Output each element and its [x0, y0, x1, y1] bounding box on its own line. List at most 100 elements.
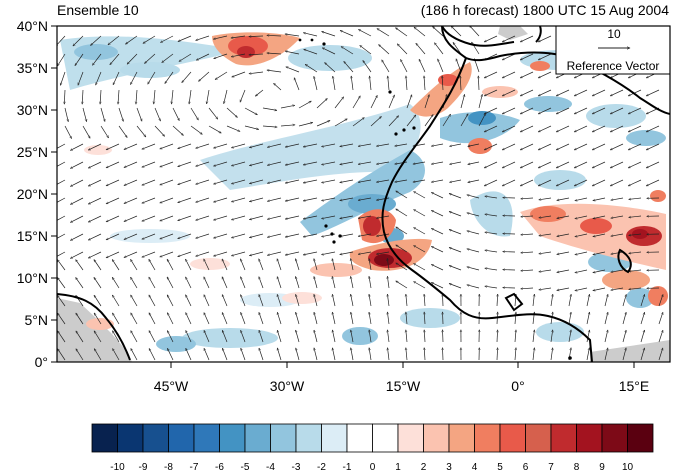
wind-vector: [484, 89, 498, 97]
wind-vector: [124, 215, 138, 222]
colorbar-box: [423, 423, 450, 453]
lat-label-35n: 35°N: [17, 60, 48, 76]
colorbar-label: 8: [574, 462, 580, 471]
wind-vector: [57, 260, 66, 271]
wind-vector: [82, 89, 83, 104]
wind-vector: [502, 143, 516, 151]
wind-vector: [226, 107, 238, 118]
wind-vector: [207, 89, 210, 104]
wind-vector: [497, 348, 498, 361]
wind-vector: [286, 66, 300, 73]
wind-vector: [303, 251, 318, 255]
wind-vector: [358, 179, 372, 182]
wind-vector: [164, 71, 174, 84]
wind-vector: [267, 143, 282, 147]
colorbar-label: 9: [599, 462, 605, 471]
wind-vector: [95, 71, 102, 85]
wind-vector: [424, 312, 425, 325]
lat-label-0: 0°: [35, 354, 48, 370]
wind-vector: [485, 196, 498, 199]
wind-vector: [112, 295, 120, 307]
wind-vector: [557, 269, 570, 272]
wind-vector: [316, 120, 330, 127]
wind-vector: [166, 259, 174, 271]
wind-vector: [575, 251, 588, 255]
wind-vector: [376, 197, 390, 200]
wind-vector: [574, 107, 588, 115]
wind-vector: [185, 259, 192, 271]
wind-vector: [628, 161, 642, 169]
wind-vector: [321, 197, 336, 201]
wind-vector: [203, 295, 210, 307]
colorbar-label: 0: [370, 462, 376, 471]
wind-vector: [296, 294, 300, 307]
wind-vector: [277, 312, 282, 325]
wind-vector: [362, 60, 372, 73]
wind-vector: [296, 330, 300, 343]
wind-vector: [231, 197, 246, 202]
wind-vector: [658, 330, 663, 343]
colorbar-label: -7: [190, 462, 199, 471]
wind-vector: [424, 114, 434, 127]
wind-vector: [593, 233, 606, 237]
wind-vector: [622, 348, 626, 361]
wind-vector: [449, 266, 462, 271]
wind-vector: [244, 107, 258, 116]
wind-vector: [521, 216, 534, 217]
lon-label-15w: 15°W: [386, 378, 421, 394]
wind-vector: [351, 330, 354, 343]
wind-vector: [388, 116, 399, 127]
wind-vector: [358, 161, 372, 164]
colorbar-box: [601, 423, 628, 453]
wind-vector: [148, 259, 156, 271]
wind-vector: [358, 143, 372, 146]
coastlines: [57, 26, 670, 362]
wind-vector: [379, 45, 390, 55]
lat-label-30n: 30°N: [17, 102, 48, 118]
wind-vector: [231, 53, 246, 57]
wind-vector: [93, 260, 102, 271]
wind-vector: [108, 35, 120, 45]
wind-vector: [196, 251, 210, 256]
wind-vector: [539, 287, 552, 290]
wind-vector: [629, 287, 642, 289]
wind-vector: [556, 107, 570, 115]
wind-vector: [468, 179, 480, 182]
wind-vector: [574, 143, 588, 151]
wind-vector: [244, 125, 259, 129]
wind-vector: [106, 143, 120, 151]
wind-vector: [259, 312, 264, 325]
wind-vector: [396, 190, 408, 199]
wind-vector: [586, 330, 590, 343]
wind-vector: [485, 250, 498, 253]
wind-vector: [478, 113, 486, 127]
wind-vector: [259, 259, 264, 271]
wind-vector: [484, 161, 498, 169]
wind-vector: [118, 125, 128, 138]
wind-vector: [387, 330, 390, 343]
wind-vector: [162, 53, 174, 63]
wind-vector: [110, 53, 120, 65]
wind-vector: [628, 179, 642, 187]
wind-vector: [314, 259, 318, 271]
wind-vector: [249, 233, 264, 238]
wind-vector: [303, 179, 318, 183]
colorbar-box: [142, 423, 169, 453]
wind-vector: [130, 295, 138, 307]
wind-vector: [557, 251, 570, 254]
wind-vector: [221, 312, 228, 325]
wind-vector: [178, 215, 192, 221]
wind-vector: [267, 215, 282, 219]
wind-vector: [377, 28, 390, 37]
wind-vector: [406, 95, 412, 109]
wind-vector: [325, 63, 336, 73]
wind-vector: [64, 107, 68, 122]
wind-vector: [610, 143, 624, 151]
wind-vector: [267, 233, 282, 237]
wind-vector: [593, 197, 606, 201]
wind-vector: [344, 61, 354, 73]
wind-vector: [520, 53, 534, 61]
wind-vector: [484, 143, 498, 151]
wind-vector: [142, 143, 156, 150]
wind-vector: [431, 228, 444, 235]
